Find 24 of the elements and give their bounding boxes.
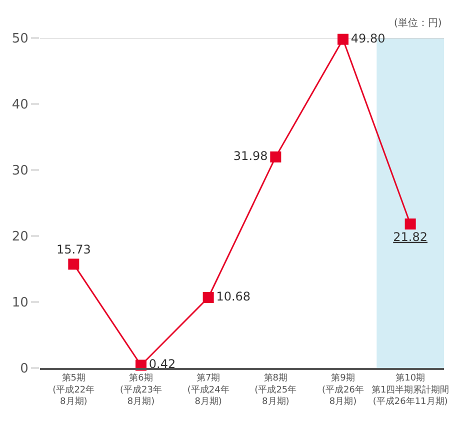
y-tick-label: 0 xyxy=(20,362,28,377)
y-tick-label: 20 xyxy=(12,230,28,245)
x-tick-label: 第5期(平成22年8月期) xyxy=(52,372,95,407)
point xyxy=(404,218,416,230)
data-label: 15.73 xyxy=(56,242,91,256)
point xyxy=(68,258,80,270)
data-label: 49.80 xyxy=(350,31,386,46)
x-tick-label: 第10期第1四半期累計期間(平成26年11月期) xyxy=(371,372,450,407)
x-tick-label: 第8期(平成25年8月期) xyxy=(254,372,297,407)
point xyxy=(202,292,214,304)
data-label: 21.82 xyxy=(393,230,428,244)
y-tick-label: 50 xyxy=(12,32,28,47)
y-tick-label: 40 xyxy=(12,98,28,113)
data-label: 10.68 xyxy=(216,290,251,304)
point xyxy=(338,34,348,45)
x-tick-label: 第6期(平成23年8月期) xyxy=(120,372,162,407)
x-tick-label: 第7期(平成24年8月期) xyxy=(187,372,230,407)
x-tick-label: 第9期(平成26年8月期) xyxy=(322,372,364,407)
text: (単位：円) xyxy=(394,17,442,29)
data-label: 31.98 xyxy=(233,148,268,163)
data-label: 0.42 xyxy=(148,357,176,372)
point xyxy=(270,151,282,162)
y-tick-label: 10 xyxy=(12,296,28,311)
y-tick-label: 30 xyxy=(12,164,28,179)
